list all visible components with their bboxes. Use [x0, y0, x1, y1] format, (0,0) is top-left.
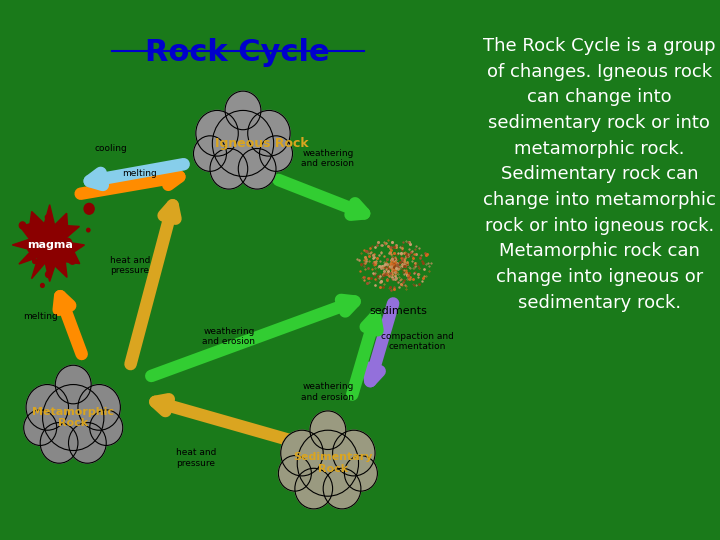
Circle shape [212, 111, 274, 177]
Text: weathering
and erosion: weathering and erosion [302, 149, 354, 168]
Circle shape [78, 384, 120, 430]
Circle shape [86, 228, 90, 232]
Circle shape [310, 411, 346, 449]
Circle shape [24, 410, 57, 446]
Text: heat and
pressure: heat and pressure [176, 448, 216, 468]
Text: melting: melting [23, 312, 58, 321]
Circle shape [63, 246, 73, 258]
Circle shape [63, 238, 72, 248]
Circle shape [40, 230, 47, 238]
Circle shape [31, 235, 36, 240]
Circle shape [45, 271, 51, 278]
Circle shape [68, 423, 107, 463]
Circle shape [333, 430, 375, 476]
Circle shape [40, 284, 44, 287]
Circle shape [40, 423, 78, 463]
Circle shape [281, 430, 323, 476]
Text: weathering
and erosion: weathering and erosion [302, 382, 354, 402]
Circle shape [32, 259, 37, 264]
Text: The Rock Cycle is a group of changes. Igneous rock can change into sedimentary r: The Rock Cycle is a group of changes. Ig… [483, 37, 716, 312]
Circle shape [45, 215, 49, 219]
Text: cooling: cooling [94, 144, 127, 153]
Text: heat and
pressure: heat and pressure [109, 255, 150, 275]
Text: Sedimentary
Rock: Sedimentary Rock [293, 453, 372, 474]
Text: melting: melting [122, 170, 157, 178]
Circle shape [196, 111, 238, 156]
Text: Rock Cycle: Rock Cycle [145, 38, 330, 67]
Circle shape [238, 148, 276, 189]
Text: sediments: sediments [369, 306, 428, 316]
Circle shape [28, 246, 34, 252]
Circle shape [194, 136, 227, 171]
Circle shape [344, 456, 377, 491]
Circle shape [42, 384, 104, 450]
Circle shape [26, 384, 68, 430]
Text: Metamorphic
Rock: Metamorphic Rock [32, 407, 114, 428]
Circle shape [60, 252, 66, 259]
Circle shape [295, 468, 333, 509]
Text: weathering
and erosion: weathering and erosion [202, 327, 256, 346]
Circle shape [84, 204, 94, 214]
Circle shape [29, 243, 38, 253]
Circle shape [19, 222, 26, 229]
Circle shape [323, 468, 361, 509]
Circle shape [210, 148, 248, 189]
Circle shape [55, 365, 91, 404]
Text: magma: magma [27, 240, 73, 250]
Circle shape [259, 136, 292, 171]
Circle shape [279, 456, 311, 491]
Text: Igneous Rock: Igneous Rock [215, 137, 309, 150]
Circle shape [68, 256, 76, 264]
Circle shape [90, 410, 122, 446]
Polygon shape [12, 205, 84, 281]
Text: compaction and
cementation: compaction and cementation [381, 332, 454, 351]
Circle shape [248, 111, 290, 156]
Circle shape [225, 91, 261, 130]
Circle shape [297, 430, 359, 496]
